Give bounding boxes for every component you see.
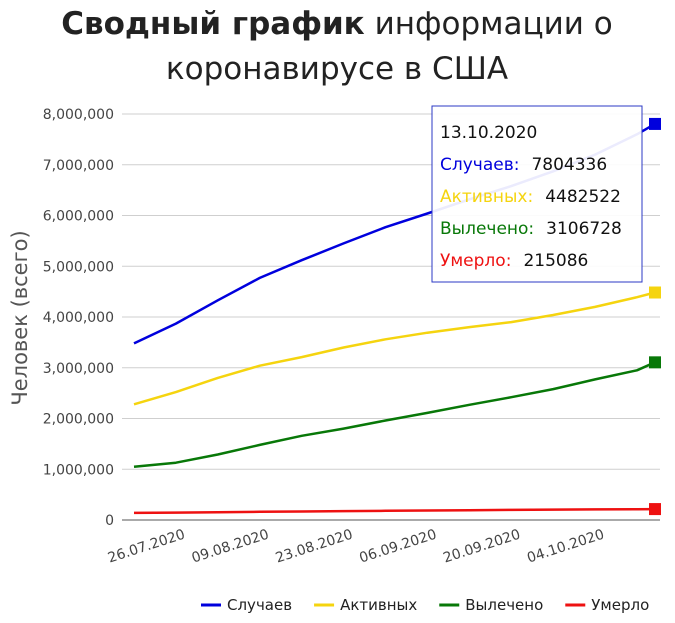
legend-label-active[interactable]: Активных: [340, 596, 417, 614]
y-axis-label: Человек (всего): [8, 230, 32, 405]
chart-title-bold: Сводный график: [61, 6, 365, 42]
y-tick-label: 4,000,000: [43, 310, 114, 326]
tooltip-date: 13.10.2020: [440, 123, 537, 143]
series-line-recovered: [133, 361, 656, 468]
x-tick-label: 20.09.2020: [441, 527, 522, 567]
x-tick-label: 09.08.2020: [190, 527, 271, 567]
tooltip-value-cases: 7804336: [531, 155, 607, 175]
legend-label-cases[interactable]: Случаев: [227, 596, 292, 614]
tooltip-rows: Случаев: 7804336 Активных: 4482522 Вылечено:…: [440, 155, 622, 271]
series-line-active: [133, 291, 656, 406]
legend-label-recovered[interactable]: Вылечено: [465, 596, 543, 614]
y-tick-label: 2,000,000: [43, 412, 114, 428]
chart-title-rest: информации о: [365, 6, 613, 42]
tooltip-label-deaths: Умерло:: [440, 251, 511, 271]
x-tick-label: 06.09.2020: [357, 527, 438, 567]
tooltip-box: [431, 105, 643, 283]
series-marker-recovered[interactable]: [649, 356, 661, 369]
legend-label-deaths[interactable]: Умерло: [591, 596, 649, 614]
chart-title-line1: Сводный график информации о: [61, 6, 613, 42]
tooltip-value-active: 4482522: [545, 187, 621, 207]
tooltip-value-deaths: 215086: [523, 251, 588, 271]
x-tick-label: 26.07.2020: [106, 527, 187, 567]
series-marker-deaths[interactable]: [649, 503, 661, 516]
legend: Случаев Активных Вылечено Умерло: [201, 596, 649, 614]
y-tick-label: 0: [105, 513, 114, 529]
series-end-markers: [649, 117, 661, 516]
series-marker-cases[interactable]: [649, 117, 661, 130]
y-tick-label: 8,000,000: [43, 107, 114, 123]
y-axis-ticks: 0 1,000,000 2,000,000 3,000,000 4,000,000 5,0…: [43, 107, 114, 529]
gridlines: [122, 113, 660, 521]
y-tick-label: 7,000,000: [43, 158, 114, 174]
y-tick-label: 5,000,000: [43, 259, 114, 275]
x-tick-label: 23.08.2020: [274, 527, 355, 567]
tooltip-label-recovered: Вылечено:: [440, 219, 534, 239]
tooltip-label-cases: Случаев:: [440, 155, 519, 175]
tooltip-value-recovered: 3106728: [546, 219, 622, 239]
x-axis-ticks: 26.07.2020 09.08.2020 23.08.2020 06.09.2020…: [106, 527, 606, 567]
series-marker-active[interactable]: [649, 286, 661, 299]
x-tick-label: 04.10.2020: [525, 527, 606, 567]
series-line-deaths: [133, 507, 656, 515]
y-tick-label: 6,000,000: [43, 209, 114, 225]
chart-title-line2: коронавирусе в США: [166, 51, 508, 87]
y-tick-label: 3,000,000: [43, 361, 114, 377]
y-tick-label: 1,000,000: [43, 462, 114, 478]
hover-tooltip: 13.10.2020 Случаев: 7804336 Активных: 44825…: [431, 105, 643, 283]
tooltip-label-active: Активных:: [440, 187, 533, 207]
